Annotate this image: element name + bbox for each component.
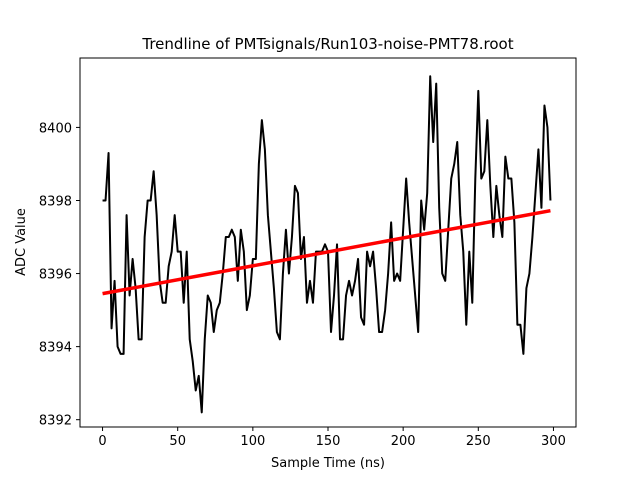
x-tick-label: 150 (316, 434, 341, 449)
y-tick-label: 8392 (39, 414, 72, 429)
x-tick-label: 250 (466, 434, 491, 449)
plot-frame (79, 57, 577, 428)
axes: 0 50 100 150 200 250 300 8392 8394 8396 8398 8400 (39, 57, 577, 449)
x-tick-label: 50 (169, 434, 186, 449)
y-tick-label: 8396 (39, 268, 72, 283)
signal-line (102, 75, 552, 414)
y-tick-label: 8394 (39, 341, 72, 356)
trend-line (102, 208, 551, 296)
x-tick-label: 200 (391, 434, 416, 449)
y-axis-label: ADC Value (14, 208, 29, 276)
x-tick-label: 300 (541, 434, 566, 449)
y-tick-label: 8400 (39, 121, 72, 136)
y-tick-label: 8398 (39, 194, 72, 209)
chart-title: Trendline of PMTsignals/Run103-noise-PMT… (141, 35, 513, 53)
x-axis-label: Sample Time (ns) (271, 456, 385, 471)
x-tick-label: 100 (240, 434, 265, 449)
plot-area (102, 75, 552, 414)
x-tick-label: 0 (98, 434, 106, 449)
